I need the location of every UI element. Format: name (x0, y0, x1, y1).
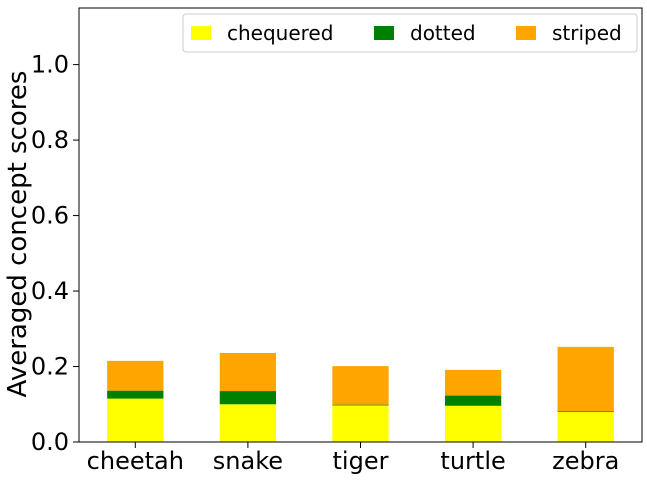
bar-dotted-cheetah (107, 390, 164, 399)
legend-box (182, 13, 638, 53)
y-tick-label-0: 0.0 (31, 428, 69, 456)
bar-striped-snake (219, 352, 277, 392)
x-tick-label-zebra: zebra (552, 447, 619, 475)
y-tick-label-4: 0.8 (31, 126, 69, 154)
legend-label-striped: striped (552, 21, 622, 45)
legend-swatch-chequered (191, 26, 211, 40)
legend-swatch-dotted (374, 26, 394, 40)
x-tick-label-turtle: turtle (440, 447, 505, 475)
x-axis-ticks: cheetah snake tiger turtle zebra (87, 442, 619, 475)
bar-chequered-cheetah (107, 398, 164, 442)
x-tick-label-tiger: tiger (333, 447, 389, 475)
bar-chequered-tiger (332, 405, 389, 442)
bar-striped-turtle (444, 369, 502, 396)
legend: chequered dotted striped (182, 13, 638, 53)
bar-chequered-turtle (444, 405, 502, 442)
x-tick-label-cheetah: cheetah (87, 447, 184, 475)
plot-frame (78, 7, 643, 443)
bar-dotted-tiger (332, 404, 389, 406)
bar-striped-cheetah (107, 360, 164, 391)
y-axis-ticks: 0.0 0.2 0.4 0.6 0.8 1.0 (31, 51, 79, 456)
bars (107, 346, 614, 442)
legend-label-chequered: chequered (227, 21, 333, 45)
bar-striped-tiger (332, 366, 389, 405)
x-tick-label-snake: snake (213, 447, 283, 475)
y-axis-label: Averaged concept scores (3, 71, 33, 398)
bar-striped-zebra (557, 346, 614, 412)
y-tick-label-3: 0.6 (31, 202, 69, 230)
legend-swatch-striped (516, 26, 536, 40)
y-tick-label-1: 0.2 (31, 353, 69, 381)
bar-dotted-zebra (557, 411, 614, 412)
y-tick-label-5: 1.0 (31, 51, 69, 79)
legend-label-dotted: dotted (410, 21, 476, 45)
bar-chequered-zebra (557, 411, 614, 442)
bar-dotted-turtle (444, 395, 502, 406)
bar-dotted-snake (219, 391, 277, 405)
bar-chequered-snake (219, 404, 277, 442)
y-tick-label-2: 0.4 (31, 277, 69, 305)
